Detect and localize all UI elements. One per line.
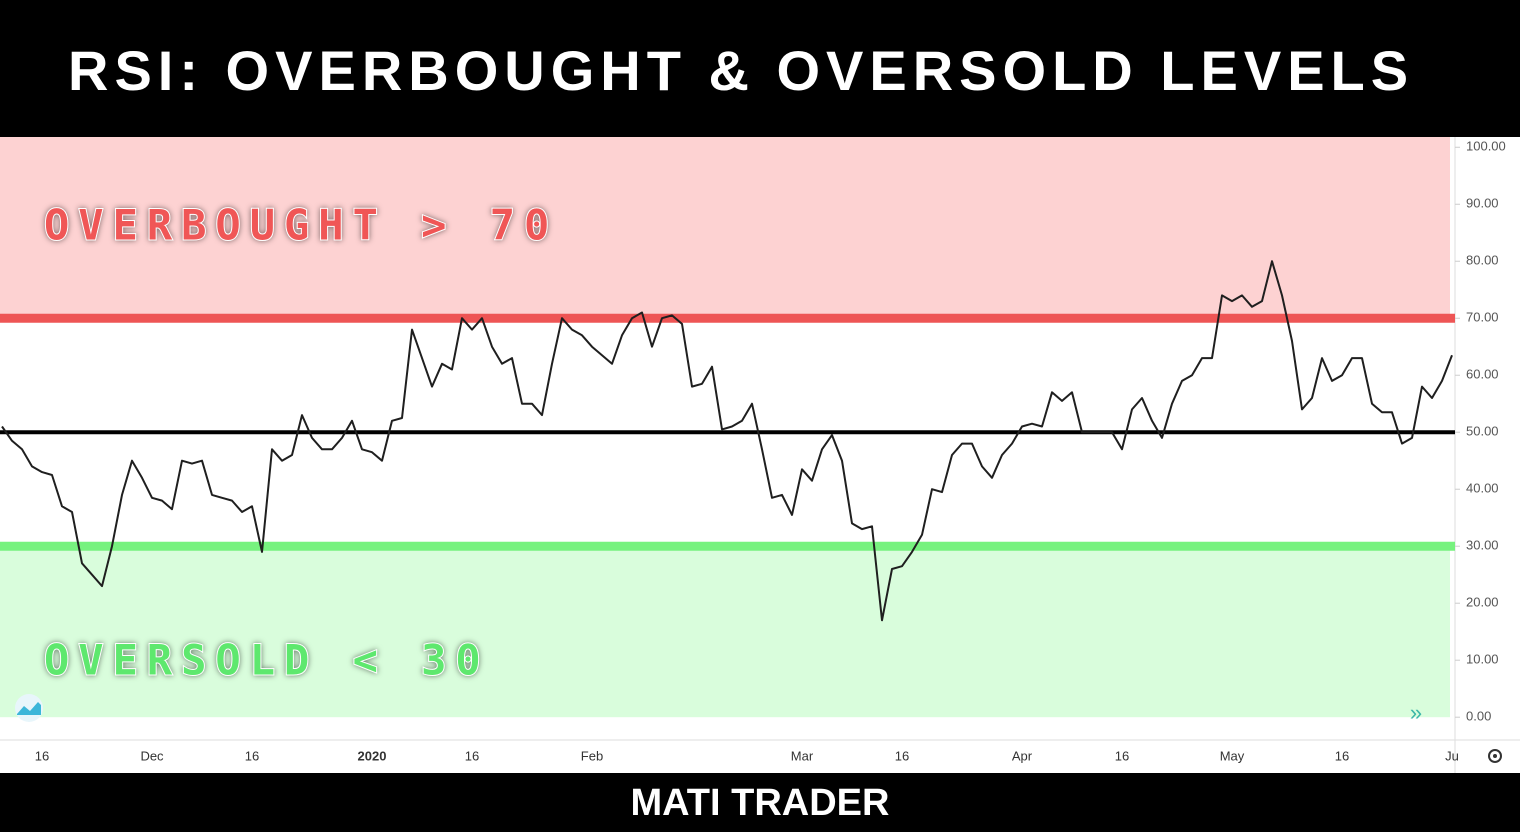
- zone-annotation: OVERSOLD < 30: [44, 636, 490, 685]
- x-tick-label: 16: [245, 748, 259, 763]
- y-tick-label: 100.00: [1466, 139, 1506, 154]
- overbought-zone: [0, 137, 1450, 319]
- x-tick-label: 16: [465, 748, 479, 763]
- x-tick-label: Dec: [140, 748, 164, 763]
- chart-title: RSI: OVERBOUGHT & OVERSOLD LEVELS: [68, 39, 1414, 102]
- y-tick-label: 60.00: [1466, 367, 1499, 382]
- zone-annotation: OVERBOUGHT > 70: [44, 201, 558, 250]
- settings-icon[interactable]: [1488, 749, 1502, 763]
- rsi-line: [1, 260, 1453, 622]
- x-tick-label: Feb: [581, 748, 603, 763]
- x-tick-label: 16: [895, 748, 909, 763]
- y-tick-label: 70.00: [1466, 310, 1499, 325]
- y-tick-label: 0.00: [1466, 709, 1491, 724]
- title-banner: [0, 0, 1520, 137]
- x-tick-label: 2020: [358, 748, 387, 763]
- x-tick-label: Ju: [1445, 748, 1459, 763]
- y-tick-label: 50.00: [1466, 424, 1499, 439]
- x-tick-label: May: [1220, 748, 1245, 763]
- logo-icon: [15, 694, 43, 722]
- x-tick-label: 16: [35, 748, 49, 763]
- x-tick-label: 16: [1335, 748, 1349, 763]
- footer-banner: [0, 773, 1520, 832]
- x-tick-label: Mar: [791, 748, 814, 763]
- y-tick-label: 80.00: [1466, 253, 1499, 268]
- y-tick-label: 10.00: [1466, 652, 1499, 667]
- y-tick-label: 40.00: [1466, 481, 1499, 496]
- footer-text: MATI TRADER: [631, 782, 890, 824]
- scroll-icon[interactable]: »: [1410, 700, 1422, 725]
- y-tick-label: 30.00: [1466, 538, 1499, 553]
- oversold-zone: [0, 546, 1450, 718]
- y-tick-label: 20.00: [1466, 595, 1499, 610]
- plot: [0, 137, 1450, 718]
- x-tick-label: Apr: [1012, 748, 1033, 763]
- y-tick-label: 90.00: [1466, 196, 1499, 211]
- x-tick-label: 16: [1115, 748, 1129, 763]
